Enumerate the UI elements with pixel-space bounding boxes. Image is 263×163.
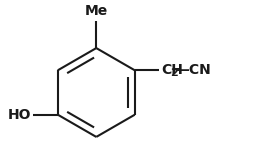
Text: HO: HO [8, 108, 32, 122]
Text: CH: CH [161, 63, 183, 77]
Text: —CN: —CN [175, 63, 211, 77]
Text: 2: 2 [171, 68, 178, 78]
Text: Me: Me [85, 4, 108, 18]
